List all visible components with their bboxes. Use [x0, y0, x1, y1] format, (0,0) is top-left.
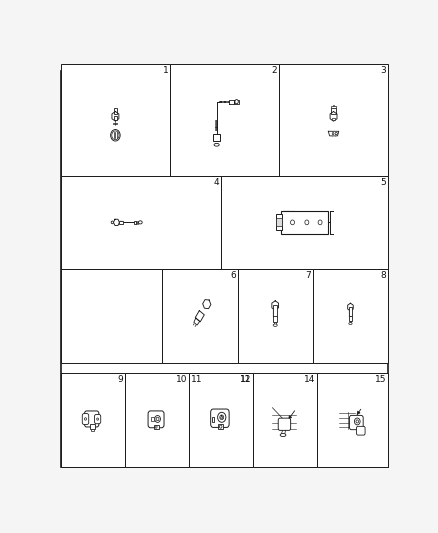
- Bar: [332, 118, 336, 120]
- Ellipse shape: [349, 322, 352, 325]
- Bar: [212, 417, 214, 422]
- Ellipse shape: [273, 324, 277, 326]
- Text: 8: 8: [381, 271, 386, 280]
- Text: 3: 3: [381, 66, 386, 75]
- Bar: [90, 424, 95, 429]
- FancyBboxPatch shape: [357, 426, 365, 435]
- Circle shape: [155, 416, 160, 423]
- Ellipse shape: [280, 433, 286, 437]
- Text: 15: 15: [375, 375, 386, 384]
- Bar: [273, 317, 277, 322]
- Bar: [213, 134, 220, 141]
- Bar: [276, 219, 282, 227]
- Circle shape: [156, 417, 159, 421]
- Bar: [349, 307, 352, 316]
- Bar: [61, 64, 170, 175]
- FancyBboxPatch shape: [148, 411, 164, 428]
- Bar: [134, 221, 136, 224]
- FancyBboxPatch shape: [278, 418, 291, 430]
- Polygon shape: [220, 415, 223, 418]
- Text: 11: 11: [240, 375, 251, 384]
- Bar: [282, 211, 328, 233]
- Bar: [332, 107, 336, 108]
- Bar: [221, 175, 388, 269]
- Circle shape: [318, 220, 322, 225]
- Ellipse shape: [214, 143, 219, 146]
- Bar: [91, 429, 94, 431]
- Bar: [114, 116, 117, 120]
- Bar: [114, 108, 117, 114]
- Bar: [331, 108, 336, 114]
- Text: 14: 14: [304, 375, 316, 384]
- Bar: [349, 316, 352, 321]
- Bar: [162, 269, 237, 363]
- Bar: [61, 269, 162, 363]
- Circle shape: [290, 220, 294, 225]
- Ellipse shape: [335, 132, 337, 135]
- Ellipse shape: [138, 221, 142, 224]
- Text: 2: 2: [272, 66, 277, 75]
- Circle shape: [305, 220, 309, 225]
- Bar: [273, 305, 277, 317]
- Circle shape: [111, 221, 113, 224]
- Polygon shape: [229, 100, 234, 104]
- Bar: [253, 374, 318, 467]
- Polygon shape: [328, 131, 339, 136]
- Bar: [276, 214, 282, 230]
- Circle shape: [332, 133, 334, 135]
- Text: 7: 7: [305, 271, 311, 280]
- Text: 1: 1: [162, 66, 168, 75]
- Circle shape: [112, 131, 119, 140]
- Circle shape: [97, 418, 99, 420]
- Circle shape: [85, 418, 87, 420]
- Bar: [170, 64, 279, 175]
- Bar: [189, 374, 253, 467]
- Polygon shape: [195, 311, 204, 322]
- Text: 10: 10: [176, 375, 187, 384]
- Text: 6: 6: [230, 271, 236, 280]
- FancyBboxPatch shape: [211, 409, 229, 427]
- Polygon shape: [113, 219, 120, 225]
- Bar: [125, 374, 189, 467]
- Circle shape: [354, 418, 360, 425]
- Bar: [279, 64, 388, 175]
- Bar: [218, 424, 223, 430]
- Circle shape: [235, 100, 238, 104]
- Bar: [318, 374, 388, 467]
- Polygon shape: [272, 301, 279, 310]
- Bar: [234, 100, 239, 104]
- Bar: [237, 269, 313, 363]
- Polygon shape: [203, 300, 211, 309]
- Text: 4: 4: [214, 177, 219, 187]
- Circle shape: [218, 413, 226, 422]
- Bar: [61, 374, 125, 467]
- Circle shape: [111, 130, 120, 141]
- Polygon shape: [330, 111, 337, 121]
- Text: 5: 5: [381, 177, 386, 187]
- Circle shape: [220, 415, 224, 419]
- Circle shape: [219, 425, 222, 428]
- Text: 9: 9: [117, 375, 124, 384]
- Polygon shape: [112, 111, 119, 121]
- Polygon shape: [348, 303, 353, 311]
- Bar: [120, 221, 123, 224]
- FancyBboxPatch shape: [350, 415, 363, 430]
- Bar: [153, 425, 159, 429]
- FancyBboxPatch shape: [85, 411, 99, 427]
- Bar: [313, 269, 388, 363]
- Circle shape: [155, 426, 157, 428]
- FancyBboxPatch shape: [95, 415, 101, 424]
- Text: 12: 12: [240, 375, 251, 384]
- Polygon shape: [194, 318, 200, 325]
- Bar: [152, 417, 154, 422]
- Circle shape: [356, 420, 359, 423]
- Bar: [61, 175, 221, 269]
- Text: 11: 11: [191, 375, 202, 384]
- FancyBboxPatch shape: [82, 414, 89, 424]
